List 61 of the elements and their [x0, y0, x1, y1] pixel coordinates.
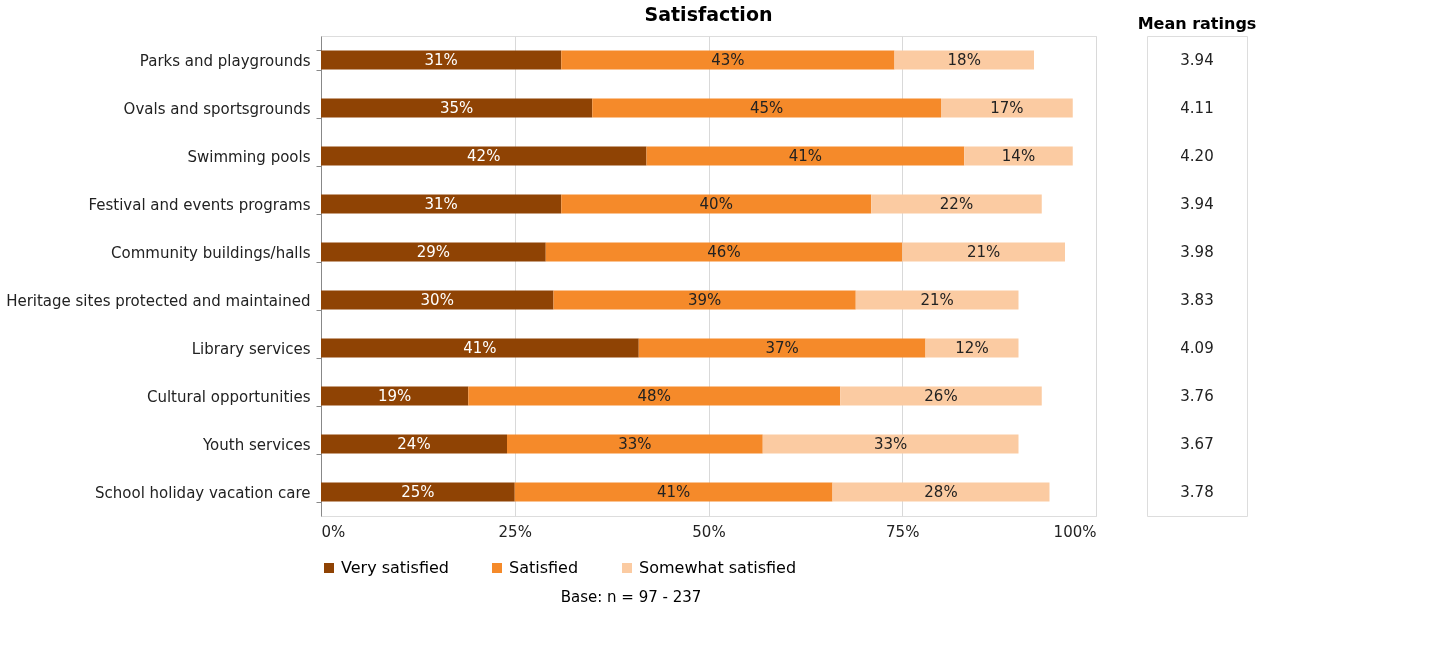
data-label: 3.76 [1180, 387, 1214, 405]
x-tick-label: 50% [692, 522, 726, 541]
data-label: 42% [467, 147, 501, 165]
data-label: 35% [439, 99, 474, 117]
y-tick-label: Community buildings/halls [111, 243, 311, 262]
data-label: 46% [707, 243, 741, 261]
data-label: 4.09 [1180, 339, 1214, 357]
y-tick-label: Youth services [201, 435, 311, 454]
chart-title: Satisfaction [644, 3, 773, 25]
legend-label: Very satisfied [341, 558, 449, 577]
data-label: 19% [377, 387, 412, 405]
y-tick-label: Parks and playgrounds [139, 51, 311, 70]
data-label: 4.11 [1180, 99, 1214, 117]
data-label: 33% [873, 435, 908, 453]
data-label: 30% [420, 291, 454, 309]
data-label: 33% [618, 435, 652, 453]
data-label: 21% [966, 243, 1001, 261]
data-label: 45% [749, 99, 784, 117]
data-label: 43% [711, 51, 745, 69]
text: Base: n = 97 - 237 [560, 588, 702, 606]
data-label: 3.98 [1180, 243, 1214, 261]
data-label: 3.83 [1180, 291, 1214, 309]
data-label: 22% [939, 195, 974, 213]
data-label: 17% [990, 99, 1024, 117]
data-label: 40% [699, 195, 733, 213]
data-label: 37% [765, 339, 799, 357]
text: Mean ratings [1137, 14, 1257, 33]
data-label: 41% [463, 339, 497, 357]
data-label: 12% [955, 339, 989, 357]
y-tick-label: Swimming pools [187, 147, 311, 166]
data-label: 3.94 [1180, 195, 1214, 213]
x-tick-label: 0% [321, 522, 346, 541]
legend-label: Satisfied [509, 558, 579, 577]
data-label: 28% [924, 483, 958, 501]
y-tick-label: School holiday vacation care [95, 483, 311, 502]
data-label: 3.67 [1180, 435, 1214, 453]
data-label: 29% [416, 243, 451, 261]
y-tick-label: Festival and events programs [88, 195, 311, 214]
data-label: 24% [397, 435, 431, 453]
data-label: 3.78 [1180, 483, 1214, 501]
data-label: 48% [637, 387, 671, 405]
x-tick-label: 25% [498, 522, 532, 541]
data-label: 21% [920, 291, 954, 309]
data-label: 25% [401, 483, 435, 501]
data-label: 18% [947, 51, 981, 69]
y-tick-label: Library services [191, 339, 311, 358]
data-label: 39% [687, 291, 722, 309]
y-tick-label: Heritage sites protected and maintained [6, 291, 311, 310]
data-label: 31% [424, 51, 458, 69]
x-tick-label: 100% [1053, 522, 1097, 541]
data-label: 41% [788, 147, 823, 165]
y-tick-label: Ovals and sportsgrounds [123, 99, 311, 118]
data-label: 4.20 [1180, 147, 1214, 165]
legend-label: Somewhat satisfied [639, 558, 797, 577]
data-label: 14% [1001, 147, 1036, 165]
data-label: 26% [924, 387, 958, 405]
data-label: 31% [424, 195, 458, 213]
data-label: 41% [656, 483, 691, 501]
x-tick-label: 75% [886, 522, 920, 541]
data-label: 3.94 [1180, 51, 1214, 69]
y-tick-label: Cultural opportunities [146, 387, 311, 406]
